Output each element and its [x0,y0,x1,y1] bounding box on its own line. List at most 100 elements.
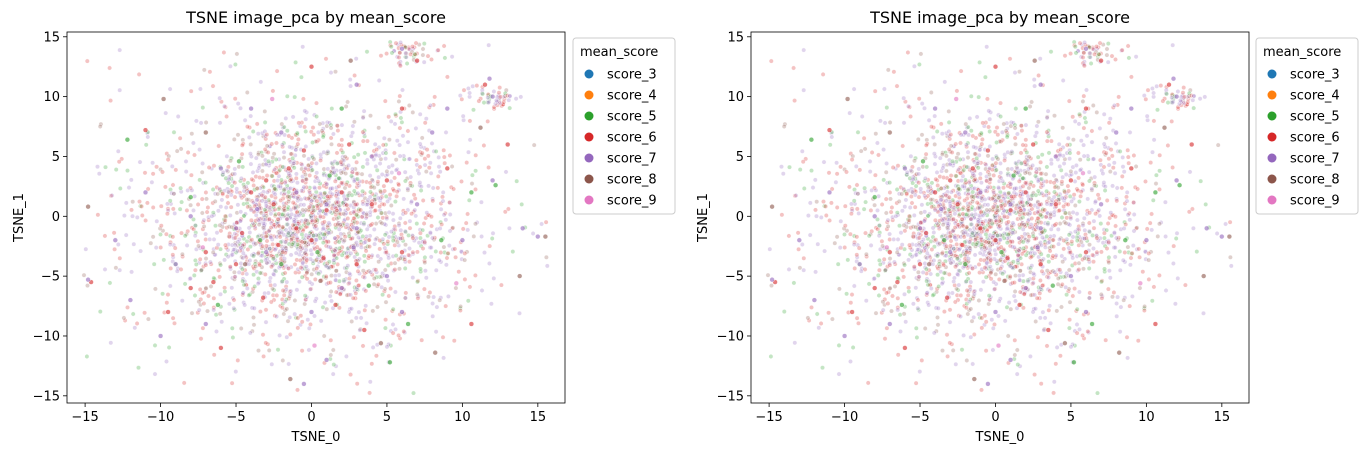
cloud-point [97,124,103,129]
cloud-point [924,250,930,256]
cloud-point [922,105,927,111]
cloud-point [1004,134,1010,140]
cloud-point [382,267,388,273]
y-tick-label: 0 [52,210,60,225]
cloud-point [393,40,399,46]
cloud-point [930,292,936,298]
cloud-point [786,266,792,272]
cloud-point [977,147,983,153]
cloud-point [1228,254,1233,260]
cloud-point [373,207,378,213]
cloud-point [417,180,423,186]
cloud-point [231,297,237,303]
cloud-point [1114,301,1120,306]
cloud-point [1072,178,1078,184]
cloud-point [997,223,1003,229]
cloud-point [272,191,278,197]
data-point-score_6 [301,147,307,154]
cloud-point [1038,171,1044,177]
cloud-point [360,268,366,274]
cloud-point [311,233,316,239]
cloud-point [1198,178,1204,184]
cloud-point [440,189,446,195]
cloud-point [333,199,339,205]
cloud-point [989,162,995,168]
cloud-point [497,85,503,91]
cloud-point [207,259,213,265]
cloud-point [197,177,203,183]
cloud-point [368,222,374,228]
cloud-point [1033,319,1039,324]
cloud-point [238,209,244,215]
cloud-point [854,206,860,212]
cloud-point [838,164,843,170]
cloud-point [235,132,241,138]
cloud-point [796,246,801,252]
cloud-point [351,215,357,221]
cloud-point [302,250,308,256]
data-point-score_7 [85,277,91,283]
cloud-point [231,247,237,253]
cloud-point [142,170,148,176]
data-point-score_9 [396,170,402,176]
cloud-point [203,231,209,237]
cloud-point [392,289,398,295]
cloud-point [226,301,232,307]
cloud-point [261,213,267,219]
cloud-point [266,158,271,164]
cloud-point [417,182,423,188]
cloud-point [410,275,416,280]
cloud-point [1157,152,1163,158]
cloud-point [1148,160,1154,166]
cloud-point [457,308,463,313]
cloud-point [367,244,372,250]
cloud-point [282,208,288,213]
cloud-point [994,125,1000,131]
cloud-point [472,272,478,278]
cloud-point [421,221,427,226]
cloud-point [148,240,154,246]
cloud-point [1145,117,1151,123]
cloud-point [1108,210,1114,216]
cloud-point [332,248,338,254]
cloud-point [426,183,431,189]
cloud-point [281,311,287,317]
cloud-point [201,301,207,306]
cloud-point [272,167,277,172]
cloud-point [203,262,209,268]
cloud-point [388,44,394,50]
cloud-point [1121,169,1127,175]
cloud-point [170,254,176,260]
cloud-point [486,165,491,170]
cloud-point [226,180,232,186]
cloud-point [361,108,367,114]
cloud-point [158,166,164,172]
cloud-point [359,171,365,177]
cloud-point [863,298,869,304]
cloud-point [427,160,433,166]
cloud-point [280,196,286,201]
cloud-point [314,175,320,181]
cloud-point [486,42,492,48]
cloud-point [319,128,325,134]
cloud-point [1053,361,1059,367]
cloud-point [834,205,840,210]
cloud-point [234,51,240,57]
cloud-point [959,347,965,353]
cloud-point [882,86,887,92]
cloud-point [261,221,266,226]
cloud-point [360,188,365,194]
cloud-point [953,361,959,367]
cloud-point [1135,338,1141,344]
cloud-point [894,187,900,192]
cloud-point [406,252,411,258]
cloud-point [142,310,148,316]
cloud-point [430,313,436,319]
cloud-point [1081,50,1087,56]
cloud-point [187,276,193,282]
cloud-point [422,258,427,264]
data-point-score_7 [158,333,164,339]
cloud-point [491,275,497,281]
cloud-point [1033,306,1038,312]
cloud-point [964,305,969,311]
